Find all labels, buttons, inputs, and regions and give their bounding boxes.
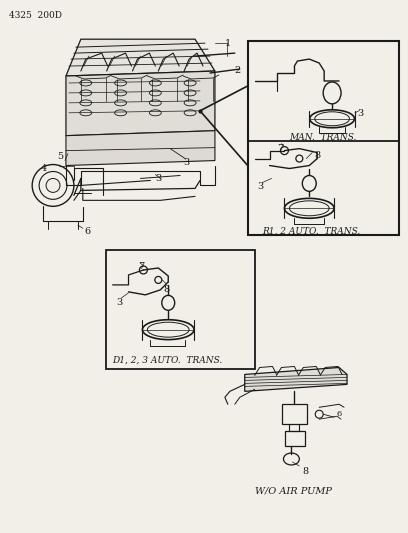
Text: 8: 8 — [163, 285, 169, 294]
Text: 4: 4 — [41, 164, 47, 173]
Polygon shape — [66, 39, 215, 76]
Text: 8: 8 — [314, 151, 320, 159]
Bar — [286, 431, 305, 446]
Bar — [282, 404, 307, 424]
Text: 4325  200D: 4325 200D — [9, 11, 62, 20]
Text: 3: 3 — [155, 174, 162, 183]
Text: D1, 2, 3 AUTO.  TRANS.: D1, 2, 3 AUTO. TRANS. — [113, 356, 223, 365]
Text: MAN.  TRANS.: MAN. TRANS. — [289, 133, 357, 142]
Text: 8: 8 — [302, 467, 308, 476]
Polygon shape — [245, 367, 347, 391]
Text: 2: 2 — [235, 66, 241, 75]
Text: 7: 7 — [277, 144, 284, 152]
Text: 3: 3 — [117, 298, 123, 307]
Text: 6: 6 — [336, 410, 341, 418]
Text: 3: 3 — [183, 158, 189, 167]
Bar — [106, 250, 255, 369]
Bar — [248, 41, 399, 235]
Text: R1, 2 AUTO.  TRANS.: R1, 2 AUTO. TRANS. — [263, 226, 361, 235]
Text: 3: 3 — [357, 109, 363, 118]
Polygon shape — [66, 131, 215, 166]
Text: 7: 7 — [138, 262, 145, 271]
Text: 1: 1 — [225, 39, 231, 48]
Text: 5: 5 — [57, 151, 63, 160]
Text: 3: 3 — [257, 182, 264, 191]
Text: 6: 6 — [85, 227, 91, 236]
Polygon shape — [66, 71, 215, 136]
Text: W/O AIR PUMP: W/O AIR PUMP — [255, 487, 332, 496]
